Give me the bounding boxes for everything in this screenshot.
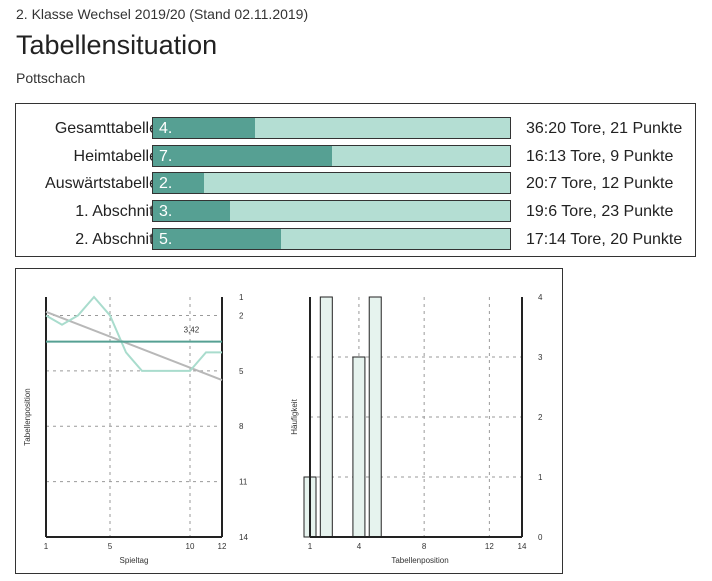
x-tick-label: 14 xyxy=(518,542,527,551)
y-tick-label: 3 xyxy=(538,353,543,362)
x-tick-label: 10 xyxy=(186,542,195,551)
rank-bar-fill xyxy=(153,173,204,193)
y-tick-label: 5 xyxy=(239,367,244,376)
rank-value: 5. xyxy=(159,231,173,248)
standing-stats: 36:20 Tore, 21 Punkte xyxy=(526,120,683,137)
x-axis-label: Spieltag xyxy=(120,556,149,565)
y-tick-label: 2 xyxy=(538,413,543,422)
histogram-bar xyxy=(352,356,366,538)
rank-bar-fill xyxy=(153,146,332,166)
rank-bar: 2. xyxy=(152,172,511,194)
charts-panel: 1 2 5 8 11 14 1 5 10 12 3,42 Spieltag Tabellenpositi… xyxy=(15,268,563,574)
standing-stats: 16:13 Tore, 9 Punkte xyxy=(526,148,674,165)
standing-row: Gesamttabelle 4. 36:20 Tore, 21 Punkte xyxy=(16,117,695,141)
rank-value: 7. xyxy=(159,148,173,165)
standing-label: Gesamttabelle xyxy=(54,120,158,137)
standing-row: 1. Abschnitt 3. 19:6 Tore, 23 Punkte xyxy=(16,200,695,224)
standing-stats: 20:7 Tore, 12 Punkte xyxy=(526,175,674,192)
y-axis-label: Tabellenposition xyxy=(23,388,32,445)
y-tick-label: 1 xyxy=(538,473,543,482)
standing-label: 2. Abschnitt xyxy=(75,231,158,248)
rank-bar: 7. xyxy=(152,145,511,167)
y-tick-label: 1 xyxy=(239,293,244,302)
rank-bar-fill xyxy=(153,118,255,138)
standing-row: 2. Abschnitt 5. 17:14 Tore, 20 Punkte xyxy=(16,228,695,252)
trend-line xyxy=(45,310,223,382)
rank-bar: 5. xyxy=(152,228,511,250)
standing-row: Heimtabelle 7. 16:13 Tore, 9 Punkte xyxy=(16,145,695,169)
x-tick-label: 4 xyxy=(357,542,362,551)
x-tick-label: 12 xyxy=(218,542,227,551)
y-tick-label: 2 xyxy=(239,311,244,320)
x-tick-label: 8 xyxy=(422,542,427,551)
standing-stats: 19:6 Tore, 23 Punkte xyxy=(526,203,674,220)
rank-value: 3. xyxy=(159,203,173,220)
rank-bar-fill xyxy=(153,229,281,249)
rank-bar: 4. xyxy=(152,117,511,139)
x-tick-label: 1 xyxy=(44,542,49,551)
standing-stats: 17:14 Tore, 20 Punkte xyxy=(526,231,683,248)
rank-value: 2. xyxy=(159,175,173,192)
standing-row: Auswärtstabelle 2. 20:7 Tore, 12 Punkte xyxy=(16,172,695,196)
y-tick-label: 8 xyxy=(239,422,244,431)
page-title: Tabellensituation xyxy=(16,30,218,60)
rank-value: 4. xyxy=(159,120,173,137)
y-axis-label: Häufigkeit xyxy=(290,398,299,434)
x-axis-label: Tabellenposition xyxy=(391,556,448,565)
y-tick-label: 11 xyxy=(239,478,248,487)
rank-bar: 3. xyxy=(152,200,511,222)
team-name: Pottschach xyxy=(16,70,86,86)
standing-label: 1. Abschnitt xyxy=(75,203,158,220)
histogram-bar xyxy=(319,296,333,538)
standings-panel: Gesamttabelle 4. 36:20 Tore, 21 Punkte H… xyxy=(15,103,696,257)
average-label: 3,42 xyxy=(184,326,200,335)
histogram-bar xyxy=(368,296,382,538)
standing-label: Heimtabelle xyxy=(73,148,158,165)
rank-bar-fill xyxy=(153,201,230,221)
x-tick-label: 5 xyxy=(108,542,113,551)
y-tick-label: 14 xyxy=(239,533,248,542)
x-tick-label: 1 xyxy=(308,542,313,551)
position-line xyxy=(45,295,222,372)
y-tick-label: 0 xyxy=(538,533,543,542)
x-tick-label: 12 xyxy=(485,542,494,551)
standing-label: Auswärtstabelle xyxy=(45,175,158,192)
subtitle: 2. Klasse Wechsel 2019/20 (Stand 02.11.2… xyxy=(16,6,309,22)
y-tick-label: 4 xyxy=(538,293,543,302)
